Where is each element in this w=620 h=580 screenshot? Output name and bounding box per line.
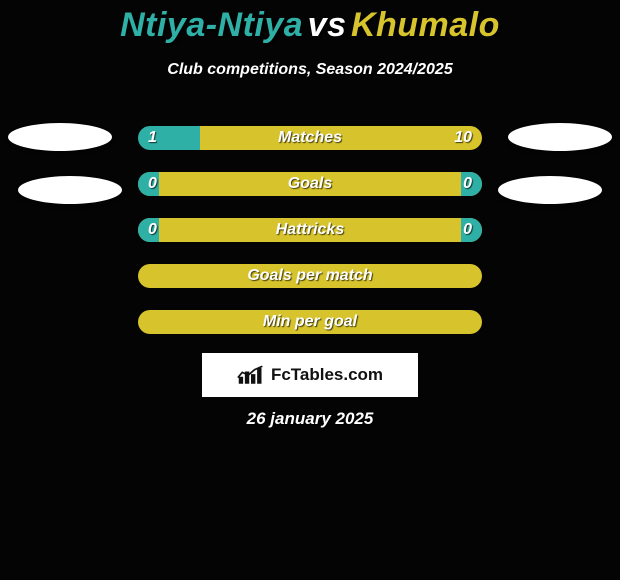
bar-label: Matches	[138, 126, 482, 150]
title-left: Ntiya-Ntiya	[120, 6, 303, 44]
title-right: Khumalo	[351, 6, 500, 44]
stat-bar: Hattricks0 0	[138, 218, 482, 242]
stat-bar: Goals0 0	[138, 172, 482, 196]
stat-bar: Goals per match	[138, 264, 482, 288]
bar-left-value: 1	[148, 126, 157, 150]
title-vs: vs	[308, 6, 347, 44]
bar-right-value: 10	[454, 126, 472, 150]
bar-label: Min per goal	[138, 310, 482, 334]
comparison-card: Ntiya-Ntiya vs Khumalo Club competitions…	[0, 0, 620, 580]
player-right-avatar-2	[498, 176, 602, 204]
bar-label: Hattricks	[138, 218, 482, 242]
source-logo-text: FcTables.com	[271, 365, 383, 385]
title-row: Ntiya-Ntiya vs Khumalo	[0, 0, 620, 45]
bar-label: Goals per match	[138, 264, 482, 288]
player-left-avatar-2	[18, 176, 122, 204]
bar-label: Goals	[138, 172, 482, 196]
source-logo: FcTables.com	[202, 353, 418, 397]
bar-right-value: 0	[463, 218, 472, 242]
stat-bar: Matches1 10	[138, 126, 482, 150]
bar-right-value: 0	[463, 172, 472, 196]
player-right-avatar-1	[508, 123, 612, 151]
stat-bar: Min per goal	[138, 310, 482, 334]
player-left-avatar-1	[8, 123, 112, 151]
subtitle: Club competitions, Season 2024/2025	[0, 61, 620, 79]
bar-left-value: 0	[148, 218, 157, 242]
bar-left-value: 0	[148, 172, 157, 196]
stat-bars: Matches110Goals00Hattricks00Goals per ma…	[138, 126, 482, 356]
date: 26 january 2025	[0, 409, 620, 429]
chart-icon	[237, 364, 265, 386]
